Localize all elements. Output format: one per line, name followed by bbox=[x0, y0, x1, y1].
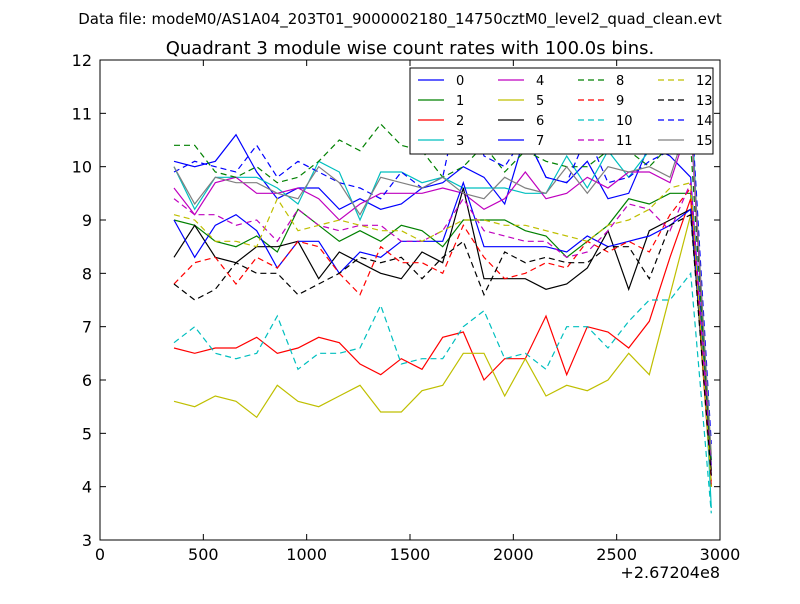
chart-title: Quadrant 3 module wise count rates with … bbox=[166, 38, 655, 59]
legend-entry: 2 bbox=[418, 114, 464, 129]
legend-label: 14 bbox=[696, 114, 713, 129]
legend-label: 15 bbox=[696, 134, 713, 149]
y-tick-label: 7 bbox=[82, 318, 92, 337]
legend-label: 7 bbox=[536, 134, 544, 149]
series-line-12 bbox=[173, 181, 712, 487]
x-offset-label: +2.67204e8 bbox=[620, 563, 720, 582]
legend-label: 12 bbox=[696, 74, 713, 89]
y-tick-label: 11 bbox=[72, 104, 92, 123]
x-tick-label: 2000 bbox=[493, 545, 534, 564]
legend-entry: 6 bbox=[498, 114, 544, 129]
legend-label: 13 bbox=[696, 94, 713, 109]
series-line-2 bbox=[173, 198, 712, 487]
legend-label: 0 bbox=[456, 74, 464, 89]
series-line-1 bbox=[173, 192, 712, 487]
series-line-5 bbox=[173, 214, 712, 461]
y-tick-label: 4 bbox=[82, 478, 92, 497]
figure-suptitle: Data file: modeM0/AS1A04_203T01_90000021… bbox=[78, 10, 722, 29]
legend-label: 10 bbox=[616, 114, 633, 129]
x-tick-label: 3000 bbox=[700, 545, 741, 564]
legend-entry: 1 bbox=[418, 94, 464, 109]
series-line-14 bbox=[173, 81, 712, 445]
legend-entry: 4 bbox=[498, 74, 544, 89]
series-line-6 bbox=[173, 187, 712, 471]
legend-label: 1 bbox=[456, 94, 464, 109]
legend-entry: 0 bbox=[418, 74, 464, 89]
legend-label: 8 bbox=[616, 74, 624, 89]
legend-entry: 15 bbox=[658, 134, 713, 149]
legend-entry: 8 bbox=[578, 74, 624, 89]
legend-entry: 5 bbox=[498, 94, 544, 109]
legend-entry: 10 bbox=[578, 114, 633, 129]
legend-entry: 11 bbox=[578, 134, 633, 149]
y-tick-label: 9 bbox=[82, 211, 92, 230]
series-line-11 bbox=[173, 182, 712, 471]
x-tick-label: 0 bbox=[95, 545, 105, 564]
series-line-10 bbox=[173, 271, 712, 514]
series-layer bbox=[173, 81, 712, 514]
y-tick-label: 3 bbox=[82, 531, 92, 550]
legend-entry: 14 bbox=[658, 114, 713, 129]
legend-label: 9 bbox=[616, 94, 624, 109]
y-tick-label: 8 bbox=[82, 264, 92, 283]
series-line-13 bbox=[173, 213, 712, 477]
x-tick-label: 2500 bbox=[596, 545, 637, 564]
series-line-9 bbox=[173, 186, 712, 482]
legend-label: 5 bbox=[536, 94, 544, 109]
legend-entry: 9 bbox=[578, 94, 624, 109]
x-tick-label: 1500 bbox=[390, 545, 431, 564]
legend-entry: 12 bbox=[658, 74, 713, 89]
legend-entry: 7 bbox=[498, 134, 544, 149]
series-line-4 bbox=[173, 118, 712, 477]
y-tick-label: 5 bbox=[82, 424, 92, 443]
y-tick-label: 6 bbox=[82, 371, 92, 390]
legend-entry: 3 bbox=[418, 134, 464, 149]
x-axis: 0 500 1000 1500 2000 2500 3000 bbox=[95, 60, 740, 564]
y-tick-label: 10 bbox=[72, 158, 92, 177]
legend-label: 3 bbox=[456, 134, 464, 149]
y-tick-label: 12 bbox=[72, 51, 92, 70]
legend-label: 11 bbox=[616, 134, 633, 149]
series-line-15 bbox=[173, 113, 712, 455]
series-line-7 bbox=[173, 180, 712, 461]
legend-entry: 13 bbox=[658, 94, 713, 109]
legend-label: 2 bbox=[456, 114, 464, 129]
legend-label: 4 bbox=[536, 74, 544, 89]
legend-label: 6 bbox=[536, 114, 544, 129]
x-tick-label: 500 bbox=[188, 545, 219, 564]
x-tick-label: 1000 bbox=[286, 545, 327, 564]
